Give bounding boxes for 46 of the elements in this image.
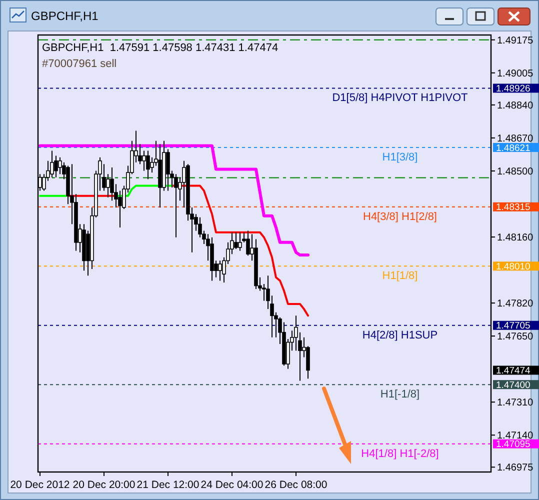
x-tick-label: 20 Dec 2012 — [10, 479, 70, 491]
y-tick-label: 1.47705 — [496, 320, 530, 332]
y-tick-label: 1.48500 — [497, 166, 534, 178]
candlestick — [58, 156, 62, 175]
line-series — [38, 144, 310, 257]
y-tick-label: 1.48926 — [496, 84, 530, 95]
x-tick-label: 21 Dec 12:00 — [136, 479, 200, 491]
text: GBPCHF,H1 1.47591 1.47598 1.47431 1.47474 — [42, 42, 278, 54]
candlestick — [54, 155, 58, 178]
ref-line-label: D1[5/8] H4PIVOT H1PIVOT — [332, 92, 468, 104]
candlestick — [50, 150, 54, 178]
y-tick-label: 1.47820 — [497, 298, 534, 310]
x-tick-label: 24 Dec 04:00 — [200, 479, 264, 491]
candlestick — [238, 232, 242, 252]
candlestick — [106, 174, 110, 198]
y-tick-label: 1.48670 — [497, 133, 534, 144]
candlestick — [246, 230, 250, 256]
y-tick-label: 1.48315 — [496, 202, 530, 214]
y-tick-label: 1.47474 — [496, 366, 530, 377]
y-tick-label: 1.48840 — [497, 100, 534, 112]
x-tick-label: 20 Dec 20:00 — [72, 479, 136, 491]
y-tick-label: 1.47310 — [497, 398, 534, 409]
y-tick-label: 1.46975 — [497, 462, 534, 474]
ref-line-label: H4[1/8] H1[-2/8] — [361, 448, 439, 460]
y-tick-label: 1.47095 — [496, 439, 530, 450]
y-tick-label: 1.47400 — [496, 380, 530, 391]
y-tick-label: 1.49005 — [497, 68, 534, 80]
candlestick — [146, 150, 150, 180]
y-tick-label: 1.47650 — [497, 332, 534, 343]
ref-line-label: H4[3/8] H1[2/8] — [363, 210, 437, 223]
y-tick-label: 1.48160 — [497, 232, 534, 244]
x-tick-label: 26 Dec 08:00 — [264, 479, 328, 491]
y-tick-label: 1.48010 — [496, 261, 530, 272]
y-tick-label: 1.49175 — [497, 35, 534, 46]
ref-line-label: H4[2/8] H1SUP — [362, 329, 438, 342]
annotation: #70007961 sell — [42, 58, 117, 70]
ref-line-label: H1[1/8] — [382, 270, 418, 282]
candlestick — [142, 150, 146, 172]
y-tick-label: 1.48621 — [496, 142, 530, 154]
ref-line-label: H1[3/8] — [382, 151, 418, 164]
candlestick — [234, 232, 238, 250]
chart-subtitle: GBPCHF,H1 — [31, 9, 99, 23]
candlestick — [218, 260, 222, 282]
candlestick — [166, 148, 170, 192]
ref-line-label: H1[-1/8] — [380, 388, 420, 401]
candlestick — [174, 174, 178, 238]
